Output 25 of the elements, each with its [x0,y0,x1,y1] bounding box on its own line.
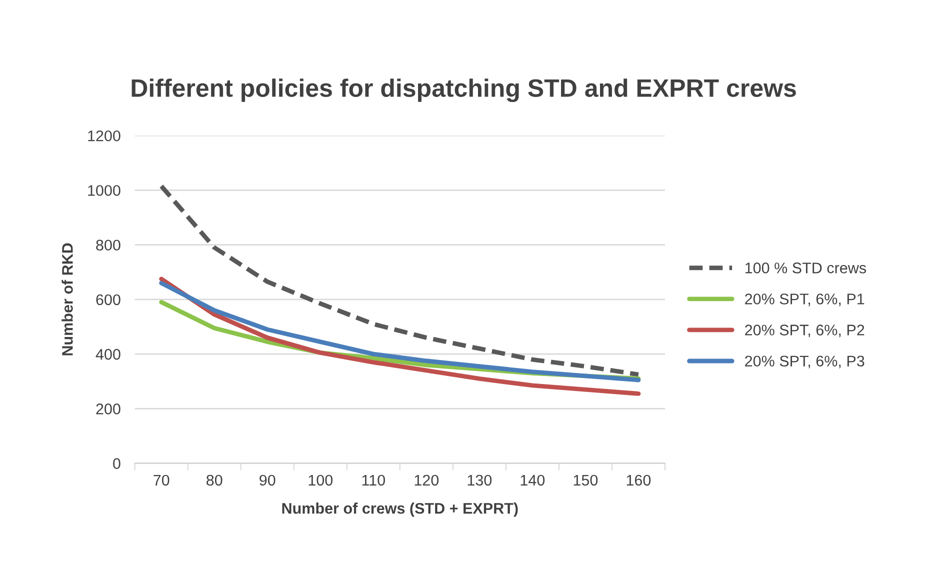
legend-label: 100 % STD crews [745,262,866,274]
x-tick-label: 80 [206,474,222,486]
y-tick-label: 1000 [88,185,120,196]
line-series [159,184,641,377]
x-tick-label: 130 [468,474,492,486]
x-tick-label: 70 [154,474,170,486]
legend-label: 20% SPT, 6%, P3 [745,356,864,368]
x-tick-label: 160 [626,474,651,486]
x-tick-label: 90 [260,474,276,486]
y-tick-label: 400 [96,348,120,360]
x-tick-label: 150 [574,474,598,486]
y-axis-title: Number of RKD [62,243,73,356]
legend-label: 20% SPT, 6%, P2 [745,324,864,338]
y-tick-label: 1200 [88,130,120,142]
x-tick-label: 110 [362,474,385,486]
y-tick-label: 600 [96,294,120,306]
x-tick-label: 140 [520,474,545,486]
legend-label: 20% SPT, 6%, P1 [745,294,864,306]
x-axis-title: Number of crews (STD + EXPRT) [282,502,518,517]
x-tick-label: 120 [414,474,439,486]
y-tick-label: 800 [96,240,120,251]
y-tick-label: 200 [96,404,120,414]
x-tick-label: 100 [308,474,333,486]
y-tick-label: 0 [113,458,120,469]
chart-title: Different policies for dispatching STD and EXPRT crews [132,78,796,102]
